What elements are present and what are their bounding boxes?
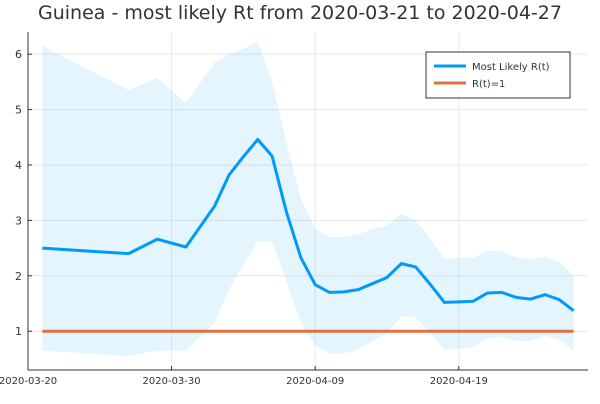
confidence-band [42, 41, 574, 357]
x-tick-label: 2020-04-19 [430, 376, 488, 387]
x-tick-label: 2020-04-09 [286, 376, 344, 387]
legend-box [425, 51, 571, 99]
y-tick-label: 5 [15, 104, 22, 117]
series-line-0 [42, 138, 575, 312]
y-tick-label: 1 [15, 325, 22, 338]
legend-label: Most Likely R(t) [472, 62, 550, 73]
x-tick-label: 2020-03-30 [143, 376, 201, 387]
y-tick-label: 4 [15, 159, 22, 172]
y-tick-label: 3 [15, 214, 22, 227]
legend-label: R(t)=1 [472, 79, 505, 90]
x-tick-label: 2020-03-20 [0, 376, 57, 387]
chart-title: Guinea - most likely Rt from 2020-03-21 … [38, 2, 562, 24]
y-tick-label: 2 [15, 270, 22, 283]
y-tick-label: 6 [15, 48, 22, 61]
